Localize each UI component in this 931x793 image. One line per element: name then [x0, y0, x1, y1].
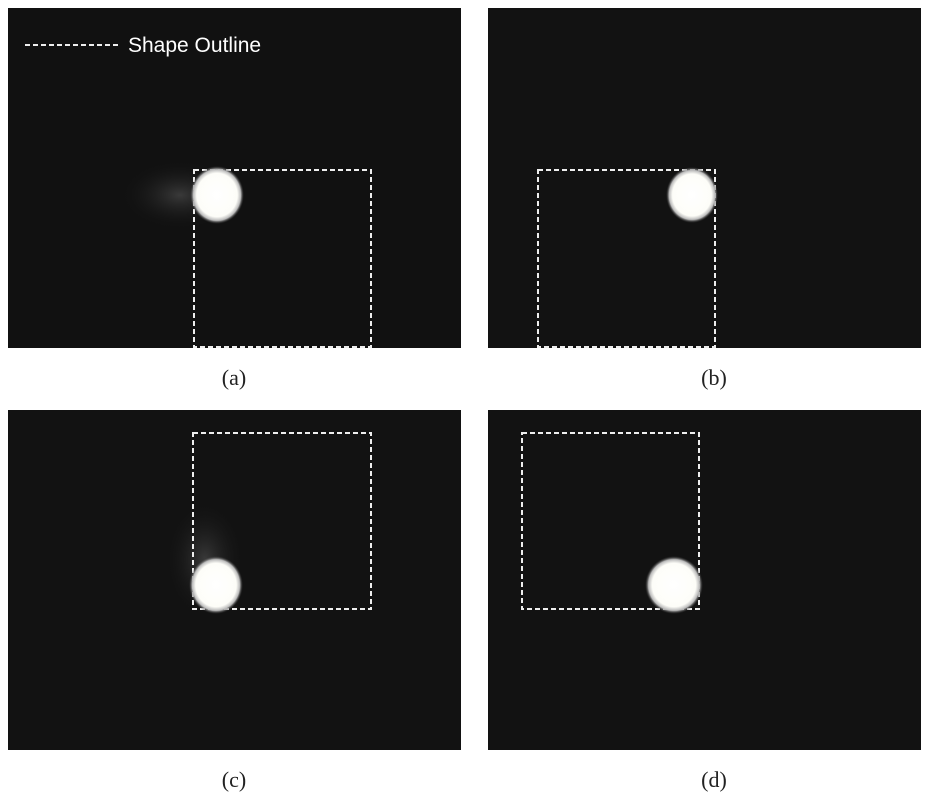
panel-caption: (a): [222, 365, 246, 390]
panel: Shape Outline (a): [8, 8, 461, 390]
light-spot: [189, 556, 243, 614]
light-spot: [645, 556, 703, 614]
panel-caption: (d): [701, 767, 727, 792]
light-spot: [666, 167, 718, 223]
photo: [488, 410, 921, 750]
panel-caption: (c): [222, 767, 246, 792]
light-spot: [190, 166, 244, 224]
figure: Shape Outline (a) (b) (c) (d): [0, 0, 931, 793]
legend-label: Shape Outline: [128, 34, 261, 57]
panel: (b): [488, 8, 921, 390]
panel: (c): [8, 410, 461, 792]
panel-caption: (b): [701, 365, 727, 390]
panel: (d): [488, 410, 921, 792]
